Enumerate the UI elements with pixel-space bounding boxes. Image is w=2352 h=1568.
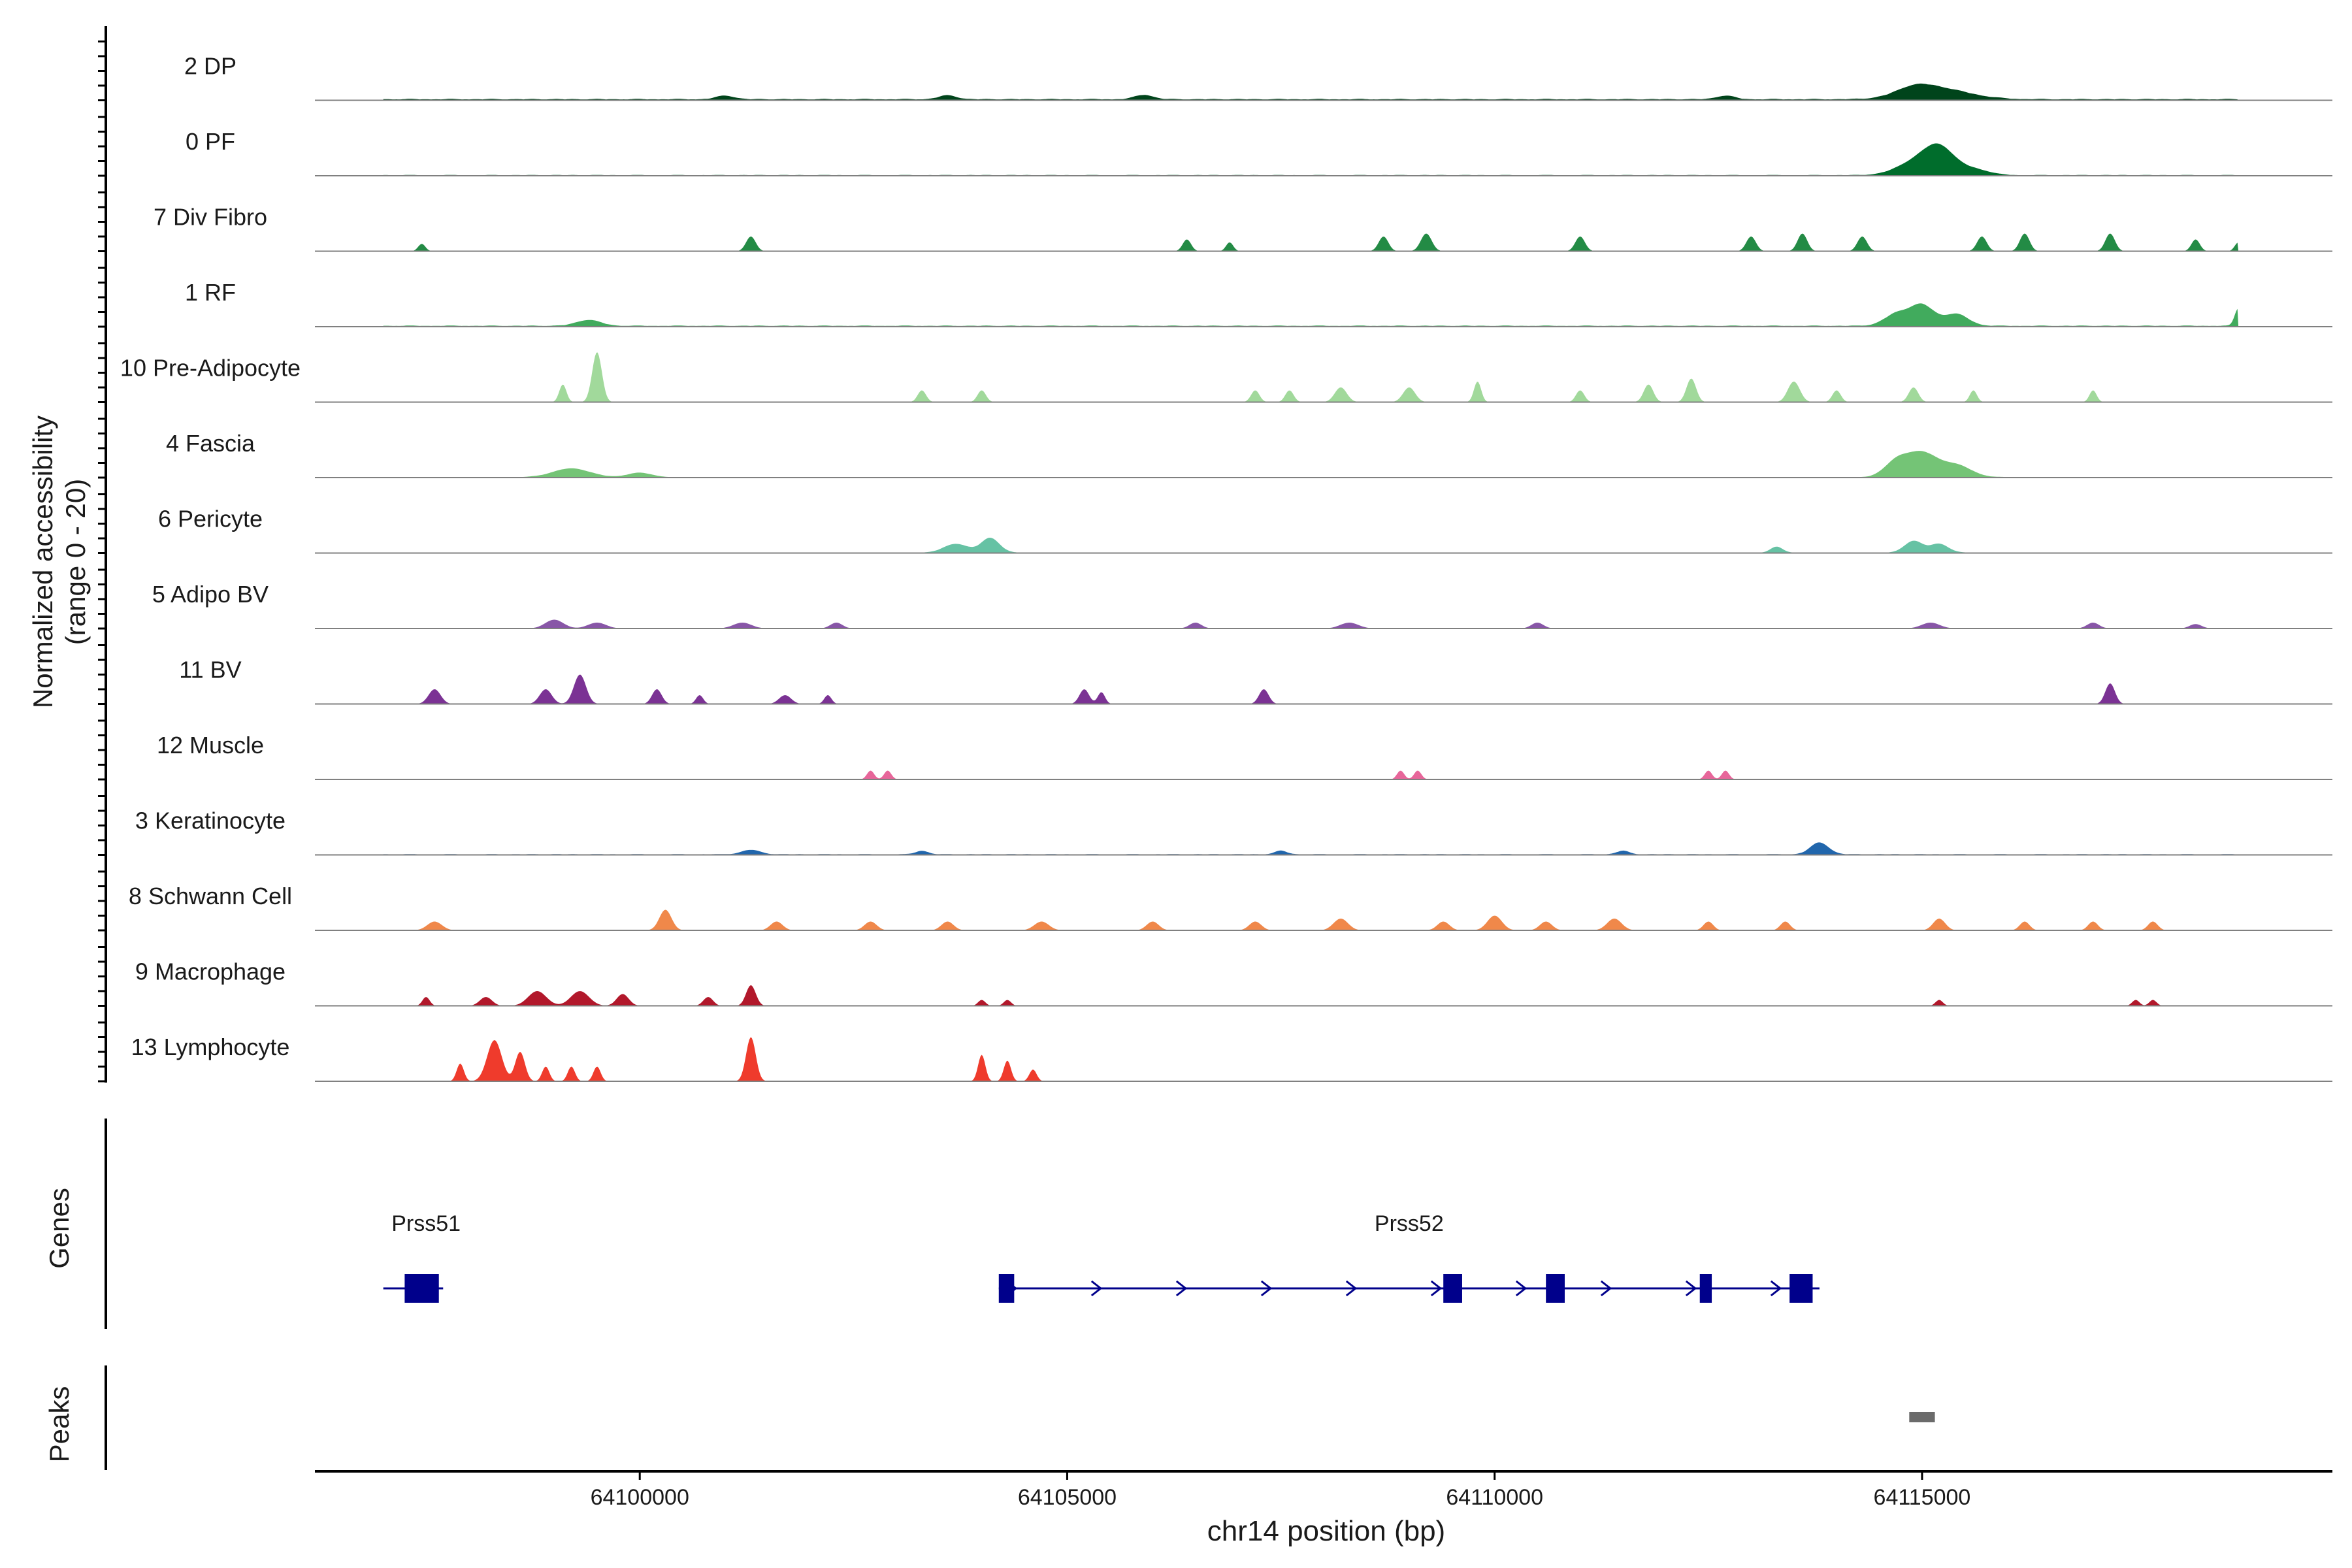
coverage-area: [383, 233, 2239, 252]
coverage-area: [383, 770, 2239, 779]
gene-exon: [998, 1274, 1015, 1303]
x-tick-label: 64105000: [1018, 1485, 1117, 1510]
track-label: 4 Fascia: [166, 430, 255, 457]
coverage-area: [383, 352, 2239, 402]
strand-arrow: [1090, 1280, 1103, 1297]
track-label: 10 Pre-Adipocyte: [120, 355, 301, 382]
peaks-panel-label: Peaks: [44, 1386, 74, 1463]
gene-exon: [404, 1274, 439, 1303]
track-label: 1 RF: [185, 279, 236, 306]
gene-exon: [1443, 1274, 1462, 1303]
strand-arrow: [1345, 1280, 1358, 1297]
strand-arrow: [1430, 1280, 1443, 1297]
gene-exon: [1546, 1274, 1565, 1303]
x-tick-label: 64100000: [591, 1485, 689, 1510]
track-label: 13 Lymphocyte: [131, 1034, 290, 1060]
genes-panel-label: Genes: [44, 1188, 74, 1269]
peak-region: [1909, 1412, 1935, 1422]
x-axis: 64100000 64105000 64110000 64115000: [315, 1470, 2332, 1510]
gene-name: Prss52: [1375, 1211, 1444, 1236]
x-tick-label: 64115000: [1874, 1485, 1971, 1510]
coverage-area: [383, 303, 2239, 327]
track-label: 12 Muscle: [157, 732, 264, 759]
y-axis-label-line2: (range 0 - 20): [60, 479, 91, 645]
track-label: 5 Adipo BV: [152, 581, 269, 608]
gene-exon: [1699, 1274, 1712, 1303]
coverage-area: [383, 985, 2239, 1006]
track-label: 0 PF: [186, 128, 235, 155]
coverage-area: [383, 143, 2239, 176]
track-label: 7 Div Fibro: [154, 204, 267, 231]
strand-arrow: [1260, 1280, 1273, 1297]
track-label: 3 Keratinocyte: [135, 808, 286, 834]
gene-name: Prss51: [391, 1211, 461, 1236]
coverage-area: [383, 451, 2239, 478]
track-label: 11 BV: [179, 657, 241, 683]
genes-panel: Prss51 Prss52: [105, 1119, 1820, 1329]
coverage-tracks: 2 DP 0 PF 7 Div Fibro 1 RF 10 Pre-Adipocyte 4…: [98, 26, 2332, 1083]
x-axis-title: chr14 position (bp): [1207, 1515, 1445, 1547]
gene-exon: [1789, 1274, 1813, 1303]
coverage-area: [383, 909, 2239, 930]
strand-arrow: [1175, 1280, 1188, 1297]
coverage-area: [383, 538, 2239, 553]
coverage-area: [383, 83, 2239, 101]
coverage-area: [383, 619, 2239, 629]
coverage-area: [383, 674, 2239, 704]
track-label: 6 Pericyte: [158, 506, 263, 532]
peaks-panel: [105, 1365, 1935, 1470]
strand-arrow: [1600, 1280, 1612, 1297]
track-label: 2 DP: [184, 53, 237, 80]
track-label: 8 Schwann Cell: [129, 883, 292, 909]
x-tick-label: 64110000: [1446, 1485, 1543, 1510]
coverage-area: [383, 842, 2239, 855]
strand-arrow: [1515, 1280, 1527, 1297]
strand-arrow: [1685, 1280, 1697, 1297]
strand-arrow: [1770, 1280, 1782, 1297]
track-label: 9 Macrophage: [135, 958, 286, 985]
y-axis-label-line1: Normalized accessibility: [27, 416, 58, 708]
coverage-area: [383, 1037, 2239, 1081]
